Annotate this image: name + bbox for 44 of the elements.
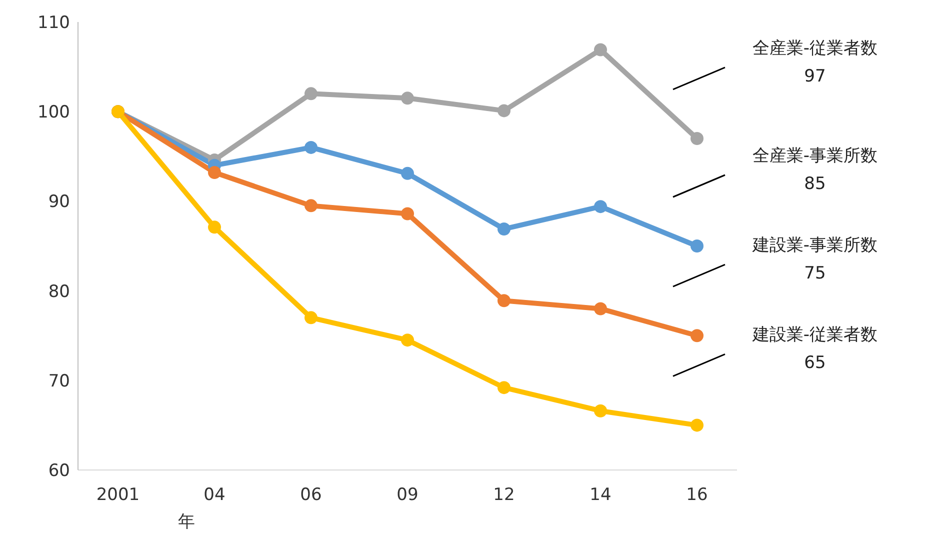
text: 全産業-事業所数 — [752, 146, 878, 166]
point — [690, 418, 704, 432]
point — [208, 166, 221, 180]
point — [690, 132, 704, 145]
point — [304, 199, 318, 212]
point — [304, 87, 318, 100]
point — [498, 104, 510, 118]
x-axis-title: 年 — [178, 512, 195, 532]
text: 65 — [804, 353, 826, 374]
point — [594, 43, 607, 56]
point — [594, 302, 607, 316]
x-tick-label: 09 — [396, 485, 418, 506]
point — [304, 140, 318, 154]
point — [594, 404, 607, 418]
y-tick-label: 60 — [48, 461, 70, 482]
x-tick-label: 04 — [204, 485, 226, 506]
text: 建設業-事業所数 — [751, 236, 878, 256]
x-tick-label: 12 — [493, 485, 515, 506]
point — [401, 207, 414, 220]
y-tick-label: 110 — [38, 13, 70, 34]
x-tick-label: 2001 — [96, 485, 140, 506]
point — [304, 311, 318, 324]
point — [401, 334, 414, 347]
text: 建設業-従業者数 — [751, 325, 878, 346]
text: 97 — [804, 66, 826, 86]
point — [498, 381, 510, 394]
y-tick-label: 90 — [48, 192, 70, 212]
text: 85 — [804, 174, 826, 194]
text: 75 — [804, 264, 826, 284]
point — [498, 222, 510, 236]
y-tick-label: 80 — [48, 282, 70, 302]
x-tick-label: 16 — [686, 485, 708, 506]
x-tick-label: 14 — [590, 485, 612, 506]
x-tick-label: 06 — [300, 485, 322, 506]
point — [401, 92, 414, 105]
point — [401, 166, 414, 180]
text: 全産業-従業者数 — [752, 38, 878, 58]
point — [690, 329, 704, 342]
y-tick-label: 100 — [38, 102, 70, 123]
point — [690, 240, 704, 252]
y-tick-label: 70 — [48, 371, 70, 392]
point — [498, 294, 510, 308]
point — [208, 220, 221, 234]
point — [594, 200, 607, 214]
